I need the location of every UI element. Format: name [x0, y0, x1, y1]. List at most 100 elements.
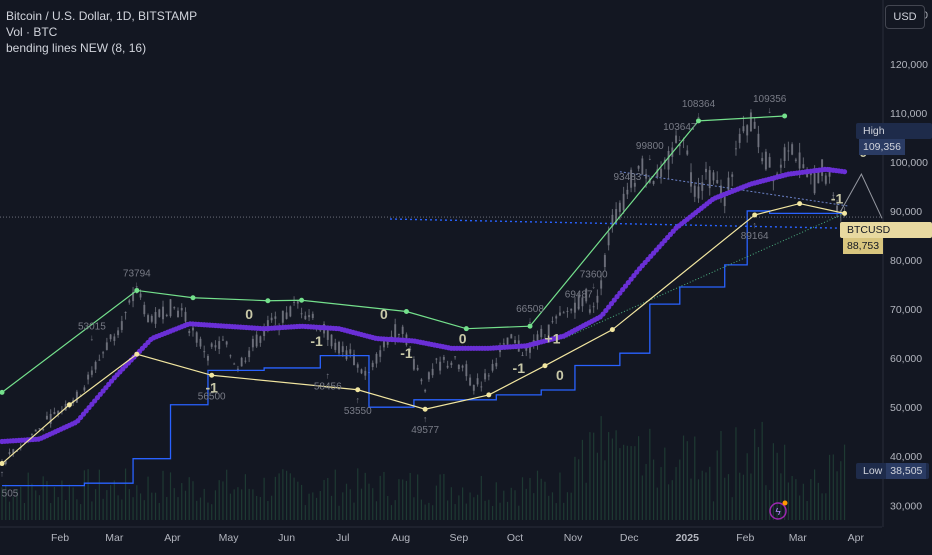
volume-bar: [16, 489, 18, 520]
volume-bar: [136, 485, 138, 520]
volume-bar: [274, 476, 276, 520]
candle-body: [326, 329, 329, 340]
volume-bar: [80, 504, 82, 520]
swing-low-value-label: 58456: [314, 382, 342, 393]
volume-bar: [256, 495, 258, 520]
candle-body: [229, 355, 232, 357]
candle-body: [132, 291, 135, 302]
volume-bar: [476, 494, 479, 520]
candle-body: [626, 190, 629, 195]
volume-bar: [151, 492, 153, 520]
candle-body: [521, 354, 524, 356]
candle-body: [401, 326, 404, 334]
volume-bar: [383, 471, 385, 520]
volume-bar: [106, 490, 108, 520]
volume-bar: [379, 475, 381, 520]
volume-bar: [784, 444, 786, 520]
volume-bar: [169, 472, 172, 520]
up-arrow-icon: ↑: [752, 220, 757, 230]
volume-bar: [65, 499, 67, 520]
candle-body: [424, 389, 427, 392]
candle-body: [836, 205, 839, 211]
candle-body: [416, 367, 419, 370]
ma-dot: [622, 283, 629, 289]
volume-bar: [237, 487, 239, 520]
volume-bar: [488, 499, 490, 520]
volume-bar: [158, 502, 160, 520]
volume-bar: [570, 492, 572, 520]
x-tick-label: Feb: [51, 532, 69, 544]
volume-bar: [529, 477, 531, 520]
candle-body: [734, 148, 737, 150]
volume-bar: [447, 500, 449, 520]
candle-body: [409, 348, 412, 351]
volume-bar: [248, 488, 250, 520]
candle-body: [555, 316, 558, 319]
volume-bar: [746, 453, 748, 520]
indicator-label[interactable]: bending lines NEW (8, 16): [6, 41, 147, 55]
volume-bar: [604, 460, 606, 520]
candle-body: [600, 280, 603, 289]
volume-bar: [671, 480, 673, 520]
candle-body: [34, 429, 37, 432]
volume-bar: [330, 495, 333, 520]
volume-indicator-label[interactable]: Vol · BTC: [6, 25, 58, 39]
volume-bar: [424, 504, 426, 520]
volume-bar: [338, 505, 340, 520]
candle-body: [660, 168, 663, 177]
volume-bar: [211, 504, 213, 520]
candle-body: [633, 182, 636, 187]
candle-body: [611, 214, 614, 227]
candle-body: [472, 385, 475, 391]
volume-bar: [128, 489, 130, 520]
volume-bar: [757, 447, 760, 520]
candle-body: [251, 338, 254, 348]
volume-bar: [308, 493, 310, 520]
volume-bar: [87, 469, 89, 520]
candle-body: [705, 168, 707, 173]
volume-bar: [499, 502, 501, 520]
candle-body: [697, 186, 700, 199]
candle-body: [221, 339, 224, 341]
down-arrow-icon: ↓: [696, 110, 701, 120]
x-tick-label: Mar: [789, 532, 808, 544]
candle-body: [753, 121, 756, 129]
volume-bar: [769, 489, 771, 520]
candle-body: [210, 343, 213, 347]
candle-body: [469, 377, 472, 386]
candle-body: [94, 361, 97, 370]
volume-bar: [267, 500, 269, 520]
count-label: 0: [380, 306, 388, 322]
candle-body: [577, 296, 580, 310]
symbol-title[interactable]: Bitcoin / U.S. Dollar, 1D, BITSTAMP: [6, 9, 198, 23]
volume-bar: [724, 477, 726, 520]
volume-bar: [31, 483, 33, 520]
volume-bar: [596, 452, 599, 520]
up-arrow-icon: ↑: [209, 380, 214, 390]
count-label: -1: [400, 345, 413, 361]
candle-body: [693, 185, 696, 197]
candle-body: [529, 343, 531, 353]
volume-bar: [518, 505, 520, 520]
ma-dot: [628, 276, 634, 282]
swing-low-value-label: 505: [2, 489, 19, 500]
candle-body: [285, 312, 288, 319]
currency-button[interactable]: USD: [885, 5, 925, 29]
volume-bar: [428, 502, 430, 520]
volume-bar: [825, 493, 827, 520]
candle-body: [731, 174, 734, 177]
volume-bar: [259, 497, 261, 520]
y-tick-label: 120,000: [890, 59, 928, 71]
candle-body: [667, 150, 670, 170]
candle-body: [510, 334, 513, 339]
candle-body: [4, 461, 7, 464]
volume-bar: [226, 469, 228, 520]
volume-bar: [712, 501, 715, 520]
volume-bar: [619, 448, 621, 520]
volume-bar: [536, 470, 539, 520]
volume-bar: [413, 497, 415, 520]
candle-body: [491, 363, 494, 371]
volume-bar: [398, 479, 400, 520]
